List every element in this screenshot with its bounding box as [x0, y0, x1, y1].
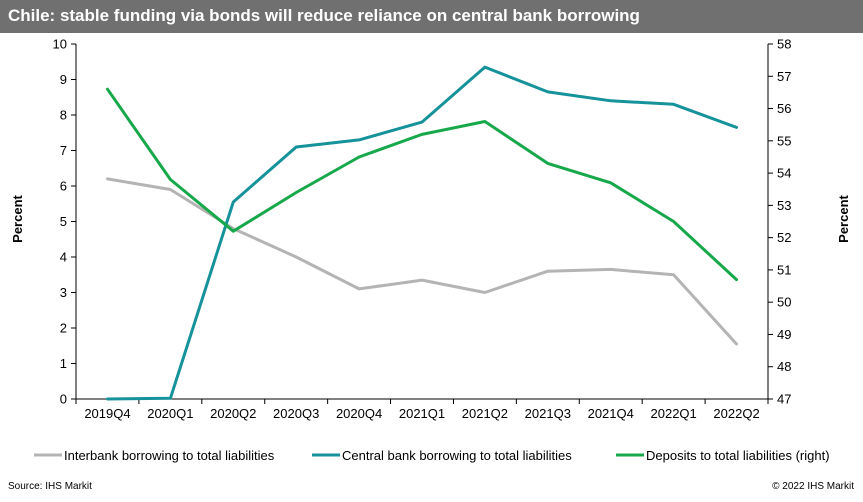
x-tick-label: 2021Q2	[462, 406, 508, 421]
y-right-tick-label: 54	[777, 166, 791, 181]
x-tick-label: 2020Q3	[273, 406, 319, 421]
y-axis-right-label: Percent	[836, 194, 851, 242]
x-tick-label: 2021Q3	[525, 406, 571, 421]
series-line-2	[106, 65, 738, 401]
title-bar: Chile: stable funding via bonds will red…	[0, 0, 863, 33]
x-tick-label: 2022Q2	[713, 406, 759, 421]
copyright-note: © 2022 IHS Markit	[772, 481, 854, 492]
y-left-tick-label: 1	[60, 356, 67, 371]
y-left-tick-label: 3	[60, 285, 67, 300]
x-tick-label: 2020Q2	[210, 406, 256, 421]
y-left-tick-label: 4	[60, 250, 67, 265]
y-right-tick-label: 50	[777, 295, 791, 310]
y-right-tick-label: 49	[777, 327, 791, 342]
x-tick-label: 2020Q1	[147, 406, 193, 421]
legend-label-3: Deposits to total liabilities (right)	[646, 448, 830, 463]
chart-axes: 0123456789104748495051525354555657582019…	[53, 37, 792, 422]
y-left-tick-label: 8	[60, 108, 67, 123]
y-left-tick-label: 6	[60, 179, 67, 194]
y-axis-left-label: Percent	[10, 194, 25, 242]
chart-series	[106, 65, 738, 401]
y-right-tick-label: 55	[777, 133, 791, 148]
series-line-3	[106, 87, 738, 282]
x-tick-label: 2022Q1	[651, 406, 697, 421]
y-left-tick-label: 0	[60, 392, 67, 407]
legend-label-1: Interbank borrowing to total liabilities	[64, 448, 275, 463]
y-right-tick-label: 56	[777, 101, 791, 116]
chart-legend: Interbank borrowing to total liabilities…	[34, 448, 830, 463]
y-left-tick-label: 5	[60, 214, 67, 229]
y-left-tick-label: 10	[53, 37, 67, 52]
x-tick-label: 2020Q4	[336, 406, 382, 421]
chart-title: Chile: stable funding via bonds will red…	[8, 6, 640, 25]
x-tick-label: 2019Q4	[84, 406, 130, 421]
y-right-tick-label: 53	[777, 198, 791, 213]
y-left-tick-label: 2	[60, 321, 67, 336]
y-left-tick-label: 7	[60, 143, 67, 158]
legend-label-2: Central bank borrowing to total liabilit…	[342, 448, 572, 463]
y-right-tick-label: 52	[777, 230, 791, 245]
y-right-tick-label: 57	[777, 69, 791, 84]
line-chart: 0123456789104748495051525354555657582019…	[10, 37, 851, 464]
y-right-tick-label: 47	[777, 392, 791, 407]
y-left-tick-label: 9	[60, 72, 67, 87]
y-right-tick-label: 51	[777, 262, 791, 277]
y-right-tick-label: 58	[777, 37, 791, 52]
y-right-tick-label: 48	[777, 359, 791, 374]
source-note: Source: IHS Markit	[8, 481, 92, 492]
x-tick-label: 2021Q4	[588, 406, 634, 421]
x-tick-label: 2021Q1	[399, 406, 445, 421]
